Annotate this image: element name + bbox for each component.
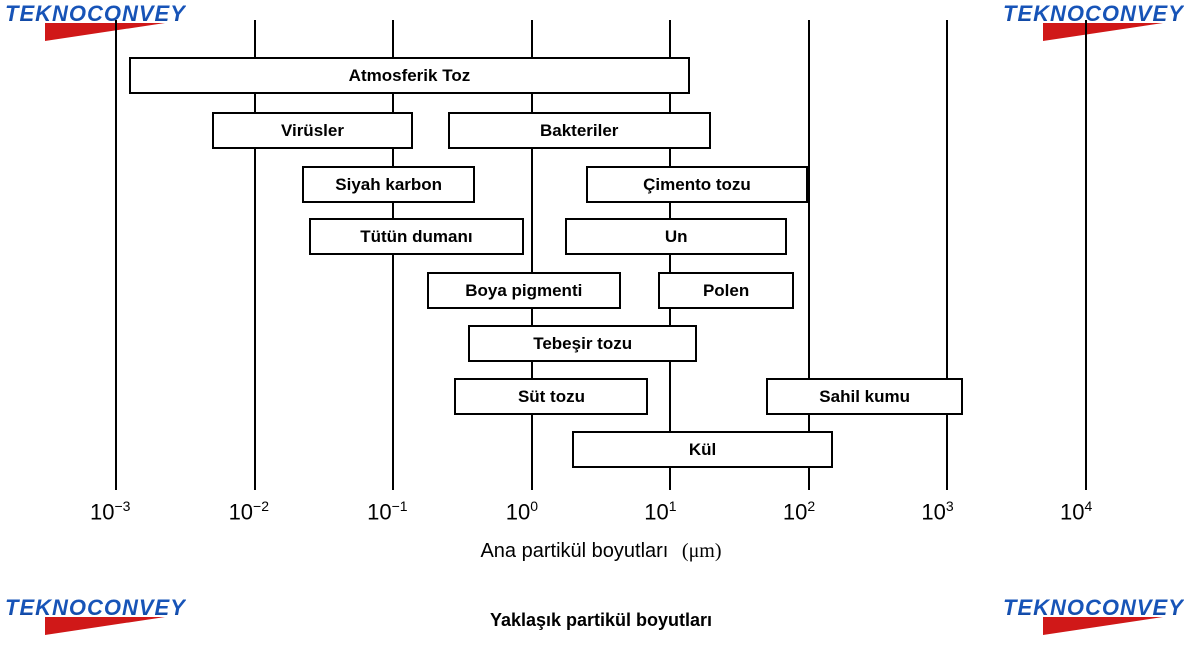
range-bar: Polen	[658, 272, 794, 309]
range-bar: Sahil kumu	[766, 378, 963, 415]
range-bar: Tebeşir tozu	[468, 325, 697, 362]
gridline	[946, 20, 948, 490]
range-bar: Çimento tozu	[586, 166, 808, 203]
particle-size-chart: 10−310−210−1100101102103104Atmosferik To…	[115, 20, 1085, 490]
x-tick-label: 10−3	[90, 498, 130, 525]
range-bar: Kül	[572, 431, 833, 468]
x-axis-unit: (μm)	[682, 540, 722, 562]
range-bar: Süt tozu	[454, 378, 648, 415]
range-bar: Bakteriler	[448, 112, 711, 149]
range-bar: Virüsler	[212, 112, 413, 149]
x-tick-label: 101	[644, 498, 676, 525]
range-bar: Boya pigmenti	[427, 272, 621, 309]
x-axis-label-text: Ana partikül boyutları	[480, 540, 668, 562]
x-tick-label: 103	[921, 498, 953, 525]
range-bar: Tütün dumanı	[309, 218, 524, 255]
x-tick-label: 10−2	[229, 498, 269, 525]
range-bar: Siyah karbon	[302, 166, 475, 203]
x-axis-label: Ana partikül boyutları (μm)	[0, 540, 1202, 563]
gridline	[115, 20, 117, 490]
chart-caption: Yaklaşık partikül boyutları	[0, 610, 1202, 631]
x-tick-label: 10−1	[367, 498, 407, 525]
x-tick-label: 104	[1060, 498, 1092, 525]
range-bar: Atmosferik Toz	[129, 57, 690, 94]
x-tick-label: 102	[783, 498, 815, 525]
range-bar: Un	[565, 218, 787, 255]
gridline	[808, 20, 810, 490]
x-tick-label: 100	[506, 498, 538, 525]
gridline	[1085, 20, 1087, 490]
